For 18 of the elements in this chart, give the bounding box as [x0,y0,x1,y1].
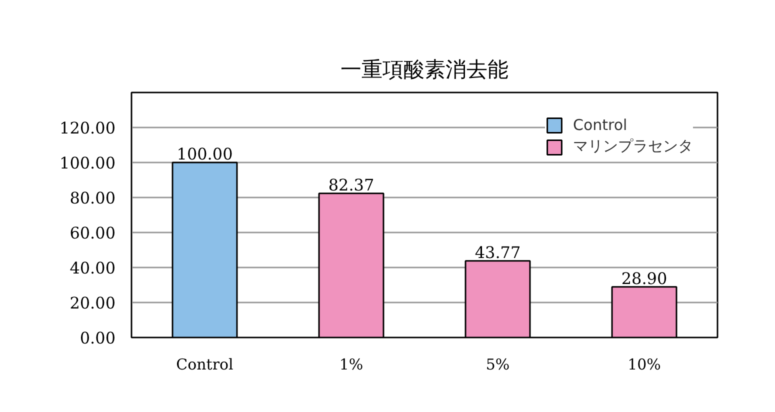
data-label: 43.77 [474,242,521,262]
y-tick-label: 120.00 [60,118,116,138]
legend-label: Control [573,116,628,134]
data-label: 100.00 [176,144,233,164]
y-tick-label: 20.00 [70,294,116,312]
data-label: 82.37 [328,175,374,194]
x-tick-label: 10% [628,356,661,374]
legend-label: マリンプラセンタ [573,137,693,156]
y-tick-label: 60.00 [70,224,116,242]
y-tick-label: 80.00 [70,188,116,208]
y-tick-label: 100.00 [60,154,116,172]
x-tick-label: Control [176,356,234,374]
y-tick-label: 0.00 [80,328,116,348]
data-label: 28.90 [621,268,668,288]
x-tick-label: 1% [339,356,364,374]
x-tick-label: 5% [486,356,510,374]
chart-title: 一重項酸素消去能 [340,58,508,82]
y-tick-label: 40.00 [70,258,116,278]
